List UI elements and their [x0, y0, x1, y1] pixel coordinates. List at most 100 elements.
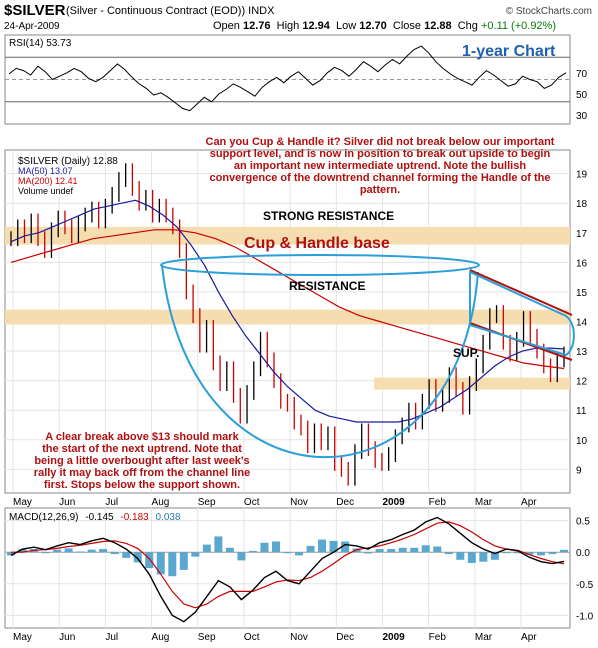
- main-comment: Can you Cup & Handle it? Silver did not …: [206, 136, 555, 196]
- macd-histogram-bar: [502, 552, 511, 554]
- macd-histogram-bar: [479, 552, 488, 562]
- comment-line: A clear break above $13 should mark: [45, 431, 239, 443]
- macd-histogram-bar: [375, 549, 384, 553]
- comment-line: Can you Cup & Handle it? Silver did not …: [206, 136, 555, 148]
- strong-resistance-label: STRONG RESISTANCE: [263, 209, 394, 223]
- open-label: Open: [213, 20, 240, 32]
- price-band: [5, 309, 570, 325]
- macd-line: [10, 516, 565, 623]
- price-x-tick-label: Sep: [198, 497, 216, 508]
- quote-line: Open 12.76 High 12.94 Low 12.70 Close 12…: [213, 20, 556, 32]
- macd-legend-value: -0.145: [85, 512, 114, 523]
- price-x-tick-label: Mar: [475, 497, 493, 508]
- comment-line: convergence of the downtrend channel for…: [209, 172, 550, 184]
- macd-y-tick-label: 0.5: [576, 517, 590, 528]
- macd-histogram-bar: [248, 550, 257, 553]
- price-x-tick-label: Aug: [152, 497, 170, 508]
- price-x-tick-label: Feb: [429, 497, 447, 508]
- macd-x-tick-label: May: [13, 632, 32, 643]
- resistance-label: RESISTANCE: [289, 279, 365, 293]
- macd-histogram-bar: [444, 552, 453, 555]
- high-value: 12.94: [302, 20, 330, 32]
- price-x-tick-label: 2009: [382, 497, 405, 508]
- macd-histogram-bar: [179, 552, 188, 570]
- macd-histogram-bar: [306, 545, 315, 553]
- price-x-tick-label: Dec: [336, 497, 354, 508]
- price-legend-ma200: MA(200) 12.41: [18, 176, 78, 186]
- macd-legend-label: MACD(12,26,9): [9, 512, 78, 523]
- low-label: Low: [335, 20, 357, 32]
- rsi-legend: RSI(14) 53.73: [9, 38, 72, 49]
- chart-description: (Silver - Continuous Contract (EOD)) IND…: [66, 5, 275, 17]
- macd-panel-frame: [4, 507, 571, 629]
- price-x-tick-label: Apr: [521, 497, 537, 508]
- chg-label: Chg: [457, 20, 478, 32]
- cup-handle-title: Cup & Handle base: [244, 235, 390, 252]
- rsi-tick-label: 30: [576, 111, 588, 122]
- macd-x-tick-label: Sep: [198, 632, 216, 643]
- macd-histogram-bar: [133, 552, 142, 563]
- macd-histogram-bar: [467, 552, 476, 563]
- macd-histogram-bar: [64, 548, 73, 553]
- macd-legend-hist: 0.038: [156, 512, 181, 523]
- rsi-line: [8, 45, 567, 112]
- macd-x-tick-label: Feb: [429, 632, 447, 643]
- cup-bowl: [161, 264, 479, 459]
- macd-histogram-bar: [122, 552, 131, 558]
- macd-histogram-bar: [18, 549, 27, 553]
- macd-histogram-bar: [145, 552, 154, 568]
- macd-histogram-bar: [99, 549, 108, 553]
- comment-line: the start of the next uptrend. Note that: [42, 443, 242, 455]
- comment-line: being a little overbought after last wee…: [34, 455, 249, 467]
- macd-histogram-bar: [387, 549, 396, 553]
- close-label: Close: [392, 20, 422, 32]
- macd-histogram-bar: [53, 549, 62, 553]
- price-y-tick-label: 16: [576, 258, 588, 269]
- macd-histogram-bar: [364, 552, 373, 554]
- price-x-tick-label: Nov: [290, 497, 308, 508]
- chart-date: 24-Apr-2009: [4, 21, 60, 32]
- open-value: 12.76: [242, 20, 271, 32]
- lower-comment: A clear break above $13 should mark the …: [34, 431, 250, 491]
- price-band: [374, 377, 570, 390]
- comment-line: first. Stops below the support shown.: [44, 479, 240, 491]
- macd-histogram-bar: [283, 552, 292, 554]
- macd-histogram-bar: [536, 552, 545, 556]
- ma200-line: [10, 229, 565, 370]
- macd-x-tick-label: Aug: [152, 632, 170, 643]
- macd-histogram-bar: [421, 545, 430, 553]
- macd-histogram-bar: [490, 552, 499, 560]
- macd-histogram-bar: [456, 552, 465, 560]
- macd-histogram-bar: [7, 552, 15, 556]
- channel-upper-line: [469, 269, 573, 316]
- price-x-tick-label: Oct: [244, 497, 260, 508]
- price-y-tick-label: 18: [576, 199, 588, 210]
- macd-y-tick-label: -1.0: [576, 611, 594, 622]
- macd-x-tick-label: Oct: [244, 632, 260, 643]
- price-x-tick-label: Jul: [105, 497, 118, 508]
- support-label: SUP.: [453, 346, 479, 360]
- macd-x-tick-label: Dec: [336, 632, 354, 643]
- macd-histogram-bar: [271, 541, 280, 553]
- macd-histogram-bar: [560, 549, 568, 553]
- macd-x-tick-label: Jul: [105, 632, 118, 643]
- macd-histogram-bar: [156, 552, 165, 575]
- price-y-tick-label: 9: [576, 465, 582, 476]
- price-x-tick-label: Jun: [59, 497, 75, 508]
- cup-rim: [160, 254, 480, 276]
- price-y-tick-label: 14: [576, 318, 588, 329]
- macd-histogram-bar: [76, 551, 85, 553]
- price-y-tick-label: 19: [576, 170, 588, 181]
- price-x-tick-label: May: [13, 497, 32, 508]
- macd-x-tick-label: Apr: [521, 632, 537, 643]
- macd-histogram-bar: [87, 549, 96, 553]
- macd-histogram-bar: [168, 552, 177, 577]
- macd-histogram-bar: [191, 552, 200, 557]
- close-value: 12.88: [424, 20, 452, 32]
- price-y-tick-label: 13: [576, 347, 588, 358]
- macd-x-tick-label: Jun: [59, 632, 75, 643]
- macd-x-tick-label: Mar: [475, 632, 493, 643]
- macd-histogram-bar: [525, 552, 534, 555]
- price-y-tick-label: 15: [576, 288, 588, 299]
- handle-outline: [469, 270, 575, 357]
